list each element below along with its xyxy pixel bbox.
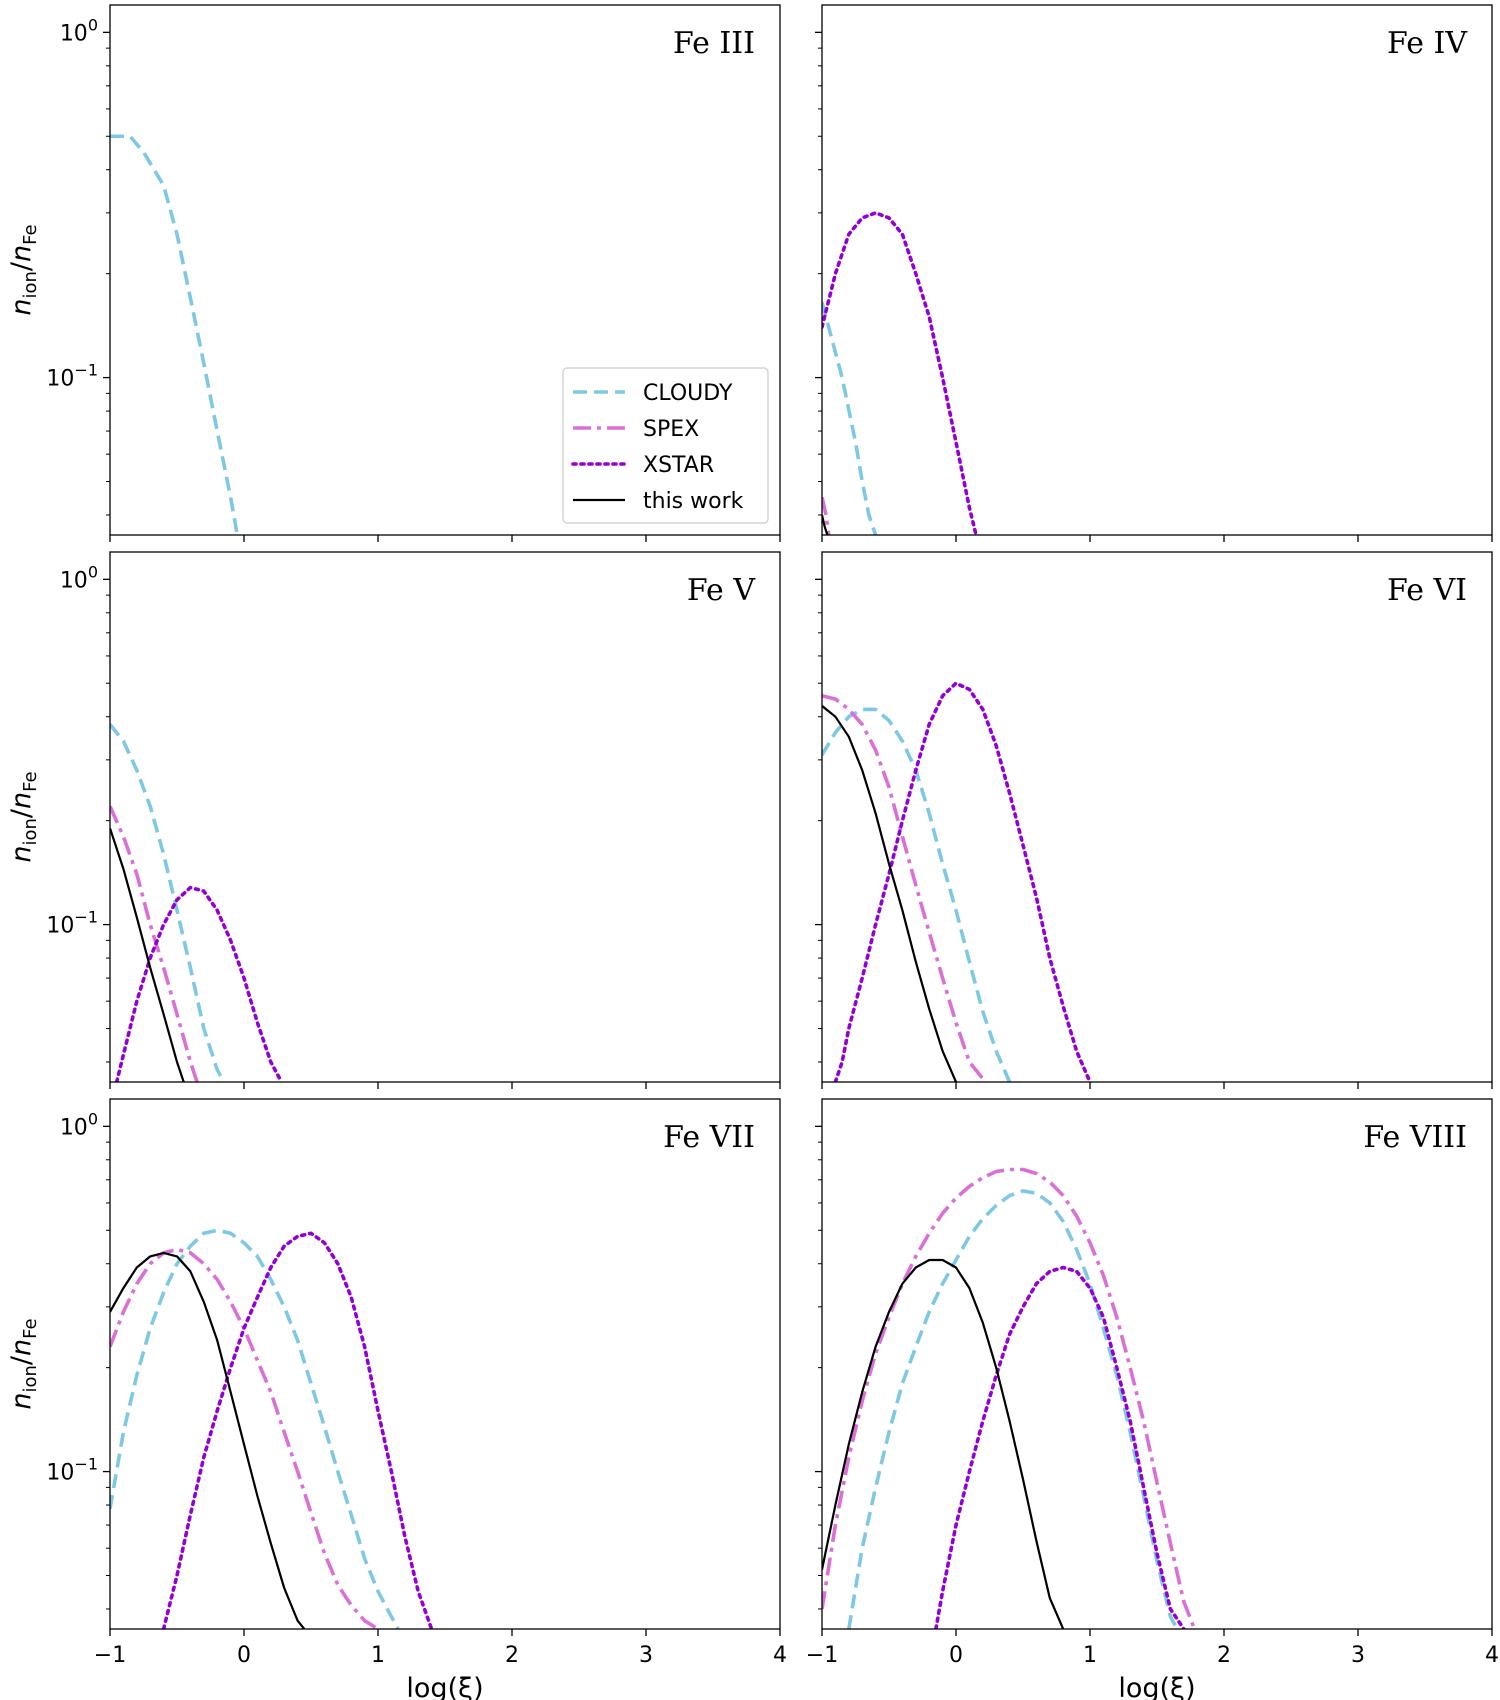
y-tick-label: 10−1 xyxy=(46,361,98,392)
series-line-spex xyxy=(110,805,199,1082)
legend-label: CLOUDY xyxy=(643,381,733,406)
legend: CLOUDY SPEX XSTAR this work xyxy=(562,367,769,524)
x-tick-label: −1 xyxy=(806,1643,838,1668)
series-group xyxy=(822,1167,1197,1629)
series-line-this-work xyxy=(110,827,185,1082)
series-line-spex xyxy=(822,694,987,1082)
x-tick-label: 2 xyxy=(505,1643,519,1668)
panel-title: Fe IV xyxy=(1387,26,1468,61)
y-axis-label: nion/nFe xyxy=(6,771,41,862)
legend-label: SPEX xyxy=(643,417,699,442)
x-tick-label: 1 xyxy=(371,1643,385,1668)
x-axis-label: log(ξ) xyxy=(1118,1673,1195,1700)
series-line-xstar xyxy=(114,885,284,1082)
plot-frame xyxy=(109,1098,781,1630)
panel-fe-iii: 100 10−1 Fe III nion/nFe CLOUDY SPEX XSTAR this… xyxy=(6,4,781,542)
plot-frame xyxy=(821,551,1493,1083)
panel-title: Fe III xyxy=(673,26,755,61)
series-group xyxy=(110,723,284,1082)
series-line-this-work xyxy=(822,514,829,535)
panel-fe-iv: Fe IV xyxy=(815,4,1493,542)
series-line-this-work xyxy=(822,705,958,1082)
series-line-cloudy xyxy=(110,1228,400,1629)
series-line-xstar xyxy=(822,211,978,535)
plot-frame xyxy=(109,551,781,1083)
y-tick-label: 100 xyxy=(60,562,98,593)
series-line-cloudy xyxy=(847,1189,1179,1629)
plot-frame xyxy=(821,1098,1493,1630)
x-axis-label: log(ξ) xyxy=(406,1673,483,1700)
x-tick-label: −1 xyxy=(94,1643,126,1668)
series-line-cloudy xyxy=(110,723,226,1082)
plot-frame xyxy=(821,4,1493,536)
panel-fe-vii: −1 0 1 2 3 4 100 10−1 Fe VII nion/nFe log(ξ) xyxy=(6,1098,787,1700)
legend-label: this work xyxy=(643,489,744,514)
y-tick-label: 100 xyxy=(60,15,98,46)
series-line-this-work xyxy=(110,1251,306,1629)
series-line-cloudy xyxy=(822,302,878,535)
legend-box xyxy=(562,367,769,524)
panel-fe-vi: Fe VI xyxy=(815,551,1493,1089)
x-tick-label: 0 xyxy=(949,1643,963,1668)
panel-fe-viii: −1 0 1 2 3 4 Fe VIII log(ξ) xyxy=(806,1098,1499,1700)
legend-label: XSTAR xyxy=(643,453,714,478)
x-tick-label: 3 xyxy=(1351,1643,1365,1668)
series-group xyxy=(110,134,240,535)
panel-title: Fe V xyxy=(687,573,756,608)
y-tick-label: 10−1 xyxy=(46,908,98,939)
y-axis-label: nion/nFe xyxy=(6,224,41,315)
y-axis-label: nion/nFe xyxy=(6,1318,41,1409)
series-line-this-work xyxy=(822,1258,1065,1629)
series-line-xstar xyxy=(833,681,1092,1082)
series-line-cloudy xyxy=(110,134,240,535)
panel-title: Fe VI xyxy=(1387,573,1467,608)
x-tick-label: 0 xyxy=(237,1643,251,1668)
series-line-spex xyxy=(822,496,831,535)
panel-title: Fe VIII xyxy=(1363,1120,1467,1155)
series-line-spex xyxy=(822,1167,1197,1629)
x-tick-label: 1 xyxy=(1083,1643,1097,1668)
series-group xyxy=(822,211,978,535)
series-line-xstar xyxy=(934,1265,1186,1629)
panel-title: Fe VII xyxy=(663,1120,755,1155)
panel-fe-v: 100 10−1 Fe V nion/nFe xyxy=(6,551,781,1089)
x-tick-label: 2 xyxy=(1217,1643,1231,1668)
y-tick-label: 10−1 xyxy=(46,1455,98,1486)
y-tick-label: 100 xyxy=(60,1109,98,1140)
series-group xyxy=(110,1228,434,1629)
plot-frame xyxy=(109,4,781,536)
x-tick-label: 4 xyxy=(1485,1643,1499,1668)
x-tick-label: 3 xyxy=(639,1643,653,1668)
series-line-spex xyxy=(110,1247,379,1629)
x-tick-label: 4 xyxy=(773,1643,787,1668)
series-line-xstar xyxy=(161,1231,434,1629)
series-group xyxy=(822,681,1092,1082)
